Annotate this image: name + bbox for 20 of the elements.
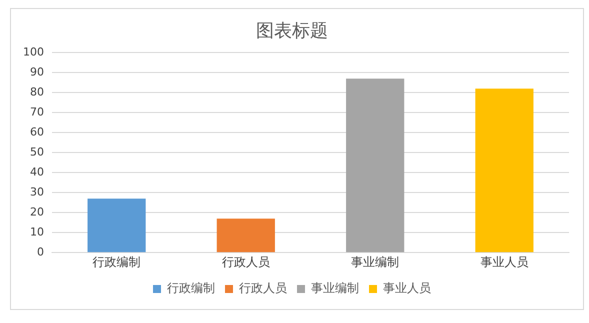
x-tick-label: 事业编制 bbox=[351, 254, 400, 269]
legend-label: 事业编制 bbox=[311, 281, 359, 296]
chart-title: 图表标题 bbox=[256, 20, 328, 42]
x-tick-label: 行政编制 bbox=[92, 254, 141, 269]
y-tick-label: 70 bbox=[30, 105, 44, 118]
y-tick-label: 60 bbox=[30, 125, 44, 138]
y-tick-label: 20 bbox=[30, 205, 44, 218]
y-tick-label: 10 bbox=[30, 225, 44, 238]
y-tick-label: 100 bbox=[22, 45, 44, 58]
y-tick-label: 50 bbox=[30, 145, 44, 158]
y-tick-label: 30 bbox=[30, 185, 44, 198]
legend-label: 事业人员 bbox=[383, 281, 431, 296]
legend-label: 行政人员 bbox=[239, 281, 287, 296]
legend-label: 行政编制 bbox=[167, 281, 215, 296]
y-tick-label: 90 bbox=[30, 65, 44, 78]
x-tick-label: 行政人员 bbox=[222, 254, 270, 269]
y-tick-label: 80 bbox=[30, 85, 44, 98]
y-tick-label: 0 bbox=[36, 245, 44, 258]
x-tick-label: 事业人员 bbox=[480, 254, 528, 269]
y-tick-label: 40 bbox=[30, 165, 44, 178]
